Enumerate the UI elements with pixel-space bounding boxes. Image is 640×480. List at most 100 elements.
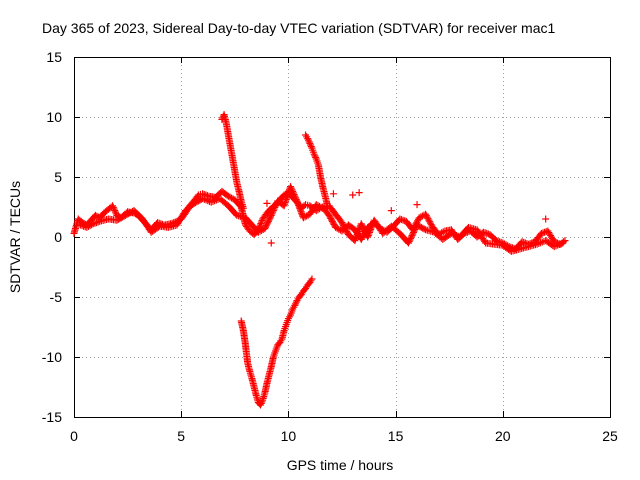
y-tick-label: -10 bbox=[42, 349, 62, 365]
data-point bbox=[340, 223, 348, 231]
data-point bbox=[291, 192, 299, 200]
data-point bbox=[111, 207, 119, 215]
data-point bbox=[557, 240, 565, 248]
y-tick-label: -15 bbox=[42, 409, 62, 425]
data-point bbox=[408, 232, 416, 239]
data-point bbox=[308, 275, 316, 283]
data-point bbox=[290, 191, 298, 199]
data-point bbox=[328, 216, 336, 224]
data-point bbox=[342, 226, 350, 234]
data-point bbox=[426, 219, 434, 227]
data-point bbox=[270, 205, 278, 213]
data-point bbox=[304, 136, 312, 144]
data-point bbox=[550, 243, 558, 251]
data-point bbox=[200, 195, 208, 203]
data-point bbox=[424, 215, 432, 223]
data-point bbox=[207, 198, 215, 206]
data-point bbox=[287, 183, 295, 191]
y-tick-label: 15 bbox=[46, 49, 62, 65]
data-point bbox=[258, 398, 266, 406]
data-point bbox=[339, 220, 347, 228]
data-point bbox=[447, 229, 455, 237]
data-point bbox=[204, 197, 212, 205]
data-point bbox=[338, 219, 346, 227]
data-point bbox=[262, 222, 270, 230]
data-point bbox=[405, 238, 413, 245]
data-point bbox=[341, 225, 349, 233]
data-point bbox=[272, 202, 280, 210]
data-point bbox=[426, 218, 434, 226]
data-point bbox=[552, 242, 560, 250]
data-point bbox=[357, 235, 365, 243]
data-point bbox=[258, 217, 266, 225]
data-point bbox=[305, 138, 313, 146]
data-point bbox=[292, 194, 300, 202]
data-point bbox=[327, 214, 335, 222]
data-point bbox=[533, 240, 541, 248]
y-tick-label: -5 bbox=[50, 289, 63, 305]
data-point bbox=[263, 199, 271, 207]
data-point bbox=[307, 143, 315, 151]
data-point bbox=[410, 227, 418, 235]
data-point bbox=[292, 300, 300, 308]
data-point bbox=[304, 135, 312, 143]
data-point bbox=[307, 141, 315, 149]
data-point bbox=[554, 241, 562, 249]
data-point bbox=[422, 212, 430, 220]
data-point bbox=[269, 208, 277, 216]
data-points bbox=[70, 111, 569, 409]
data-point bbox=[330, 220, 338, 228]
data-point bbox=[256, 221, 264, 229]
data-point bbox=[211, 197, 219, 205]
data-point bbox=[202, 196, 210, 204]
data-point bbox=[310, 150, 318, 158]
x-tick-labels: 0 5 10 15 20 25 bbox=[70, 428, 618, 444]
data-point bbox=[413, 201, 421, 209]
data-point bbox=[323, 199, 331, 207]
data-point bbox=[439, 228, 447, 236]
data-point bbox=[209, 197, 217, 205]
axis-ticks bbox=[74, 57, 611, 418]
series-spike-near-11h bbox=[302, 131, 331, 207]
data-point bbox=[358, 234, 366, 242]
data-point bbox=[404, 239, 412, 247]
data-point bbox=[329, 219, 337, 227]
data-point bbox=[535, 239, 543, 247]
data-point bbox=[451, 231, 459, 239]
data-point bbox=[311, 152, 319, 160]
data-point bbox=[288, 186, 296, 194]
x-tick-label: 5 bbox=[177, 428, 185, 444]
data-point bbox=[326, 213, 334, 221]
data-point bbox=[257, 399, 265, 407]
data-point bbox=[267, 239, 275, 247]
data-point bbox=[409, 229, 417, 236]
data-point bbox=[268, 210, 276, 218]
series-main-trace-B bbox=[76, 183, 567, 255]
data-point bbox=[109, 203, 117, 211]
data-point bbox=[264, 217, 272, 225]
data-point bbox=[449, 230, 457, 238]
data-point bbox=[312, 153, 320, 161]
data-point bbox=[407, 233, 415, 241]
data-point bbox=[422, 210, 430, 218]
x-tick-label: 0 bbox=[70, 428, 78, 444]
data-point bbox=[328, 217, 336, 225]
series-spike-near-7h bbox=[218, 111, 247, 212]
data-point bbox=[425, 216, 433, 224]
y-tick-labels: -15 -10 -5 0 5 10 15 bbox=[42, 49, 62, 425]
data-point bbox=[537, 239, 545, 247]
data-point bbox=[269, 207, 277, 215]
x-axis-label: GPS time / hours bbox=[287, 457, 394, 473]
data-point bbox=[289, 189, 297, 197]
chart-title: Day 365 of 2023, Sidereal Day-to-day VTE… bbox=[42, 20, 555, 36]
x-tick-label: 20 bbox=[495, 428, 511, 444]
y-tick-label: 10 bbox=[46, 109, 62, 125]
data-point bbox=[411, 226, 419, 233]
data-point bbox=[109, 202, 117, 210]
data-point bbox=[359, 223, 367, 231]
data-point bbox=[409, 230, 417, 238]
y-axis-label: SDTVAR / TECUs bbox=[7, 181, 23, 293]
data-point bbox=[287, 184, 295, 192]
x-tick-label: 10 bbox=[281, 428, 297, 444]
